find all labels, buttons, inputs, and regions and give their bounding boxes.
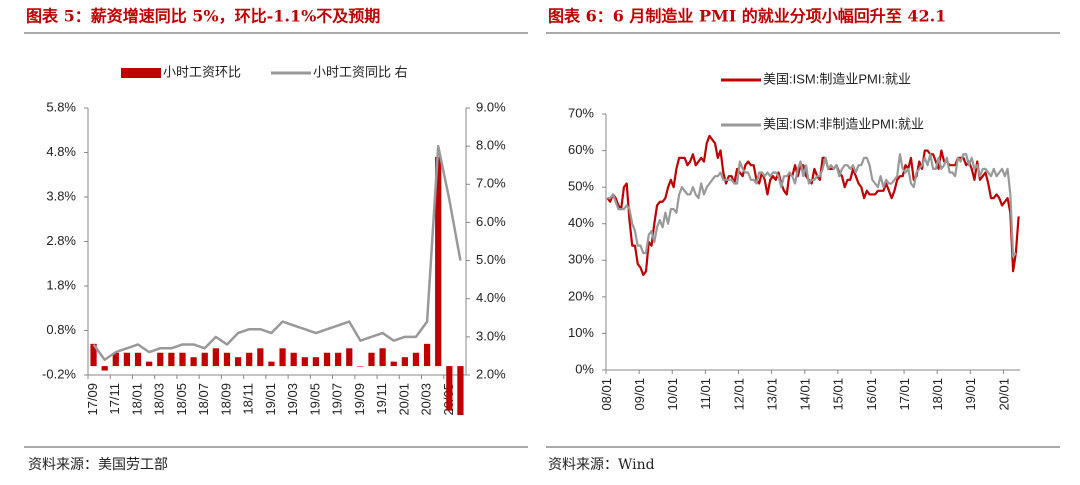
bar [123, 352, 131, 367]
legend-label: 美国:ISM:制造业PMI:就业 [763, 71, 911, 86]
bar [168, 352, 175, 367]
bar [212, 348, 219, 367]
bar [146, 361, 153, 367]
x-tick-label: 12/01 [731, 378, 746, 411]
y2-tick-label: 3.0% [476, 328, 506, 343]
bar [423, 343, 431, 367]
x-tick-label: 17/09 [85, 383, 100, 416]
y2-tick-label: 7.0% [476, 176, 506, 191]
bar [390, 361, 397, 367]
y-tick-label: 30% [568, 252, 594, 267]
y-tick-label: 60% [568, 142, 594, 157]
y-tick-label: -0.2% [42, 366, 76, 381]
x-tick-label: 18/01 [930, 378, 945, 411]
bar [157, 352, 164, 367]
source: 资料来源：美国劳工部 [28, 457, 168, 473]
x-tick-label: 10/01 [665, 378, 680, 411]
x-tick-label: 18/01 [129, 383, 144, 416]
line [92, 144, 462, 361]
bar [379, 348, 386, 367]
y2-tick-label: 8.0% [476, 138, 506, 153]
bar [201, 352, 208, 367]
x-tick-label: 11/01 [698, 378, 713, 410]
legend-label: 小时工资环比 [163, 64, 241, 79]
y2-tick-label: 5.0% [476, 252, 506, 267]
x-tick-label: 20/03 [419, 383, 434, 416]
y2-tick-label: 4.0% [476, 290, 506, 305]
x-tick-label: 09/01 [632, 378, 647, 411]
x-tick-label: 17/01 [897, 378, 912, 411]
x-tick-label: 19/09 [352, 383, 367, 416]
bar [112, 352, 119, 367]
chart-title: 图表 6：6 月制造业 PMI 的就业分项小幅回升至 42.1 [548, 7, 946, 26]
y2-tick-label: 2.0% [476, 366, 506, 381]
bar [90, 343, 97, 367]
x-tick-label: 20/01 [396, 383, 411, 416]
x-tick-label: 19/03 [285, 383, 300, 416]
x-tick-label: 17/11 [107, 383, 122, 415]
bar [323, 352, 331, 367]
bar [101, 366, 108, 371]
bar [257, 348, 264, 367]
bar [412, 352, 420, 367]
bar [223, 352, 231, 367]
bar [246, 352, 253, 367]
y-tick-label: 4.8% [46, 144, 76, 159]
y-tick-label: 20% [568, 288, 594, 303]
y2-tick-label: 9.0% [476, 99, 506, 114]
x-tick-label: 19/01 [263, 383, 278, 416]
x-tick-label: 18/07 [196, 383, 211, 416]
bar [179, 352, 186, 367]
x-tick-label: 18/05 [174, 383, 189, 416]
x-tick-label: 19/05 [307, 383, 322, 416]
chart-title: 图表 5：薪资增速同比 5%，环比-1.1%不及预期 [26, 7, 380, 26]
y2-tick-label: 6.0% [476, 214, 506, 229]
y-tick-label: 10% [568, 325, 594, 340]
x-tick-label: 18/09 [218, 383, 233, 416]
bar [368, 352, 375, 367]
bar [268, 361, 275, 367]
bar [279, 348, 286, 367]
bar [446, 366, 453, 411]
source: 资料来源：Wind [548, 457, 655, 473]
bar [457, 366, 464, 416]
x-tick-label: 19/11 [374, 383, 389, 415]
y-tick-label: 5.8% [46, 99, 76, 114]
bar [301, 357, 308, 367]
x-tick-label: 19/07 [330, 383, 345, 416]
bar [312, 357, 320, 367]
bar [435, 156, 442, 367]
bar [234, 357, 242, 367]
bar [190, 357, 197, 367]
y-tick-label: 40% [568, 215, 594, 230]
x-tick-label: 08/01 [599, 378, 614, 411]
legend-swatch [121, 68, 161, 78]
legend-label: 美国:ISM:非制造业PMI:就业 [763, 116, 924, 131]
legend-label: 小时工资同比 右 [313, 64, 408, 79]
x-tick-label: 14/01 [798, 378, 813, 411]
x-tick-label: 13/01 [764, 378, 779, 411]
x-tick-label: 18/03 [152, 383, 167, 416]
y-tick-label: 50% [568, 179, 594, 194]
y-tick-label: 70% [568, 105, 594, 120]
bar [290, 352, 297, 367]
bar [346, 348, 353, 367]
bar [335, 352, 342, 367]
x-tick-label: 16/01 [864, 378, 879, 411]
x-tick-label: 15/01 [831, 378, 846, 411]
y-tick-label: 1.8% [46, 277, 76, 292]
x-tick-label: 19/01 [963, 378, 978, 411]
y-tick-label: 0% [575, 361, 594, 376]
y-tick-label: 3.8% [46, 188, 76, 203]
line [606, 134, 1020, 277]
y-tick-label: 0.8% [46, 322, 76, 337]
bar [134, 352, 142, 367]
line [607, 153, 1017, 258]
bar [357, 366, 364, 367]
bar [401, 357, 408, 367]
y-tick-label: 2.8% [46, 233, 76, 248]
x-tick-label: 18/11 [241, 383, 256, 415]
x-tick-label: 20/01 [996, 378, 1011, 411]
